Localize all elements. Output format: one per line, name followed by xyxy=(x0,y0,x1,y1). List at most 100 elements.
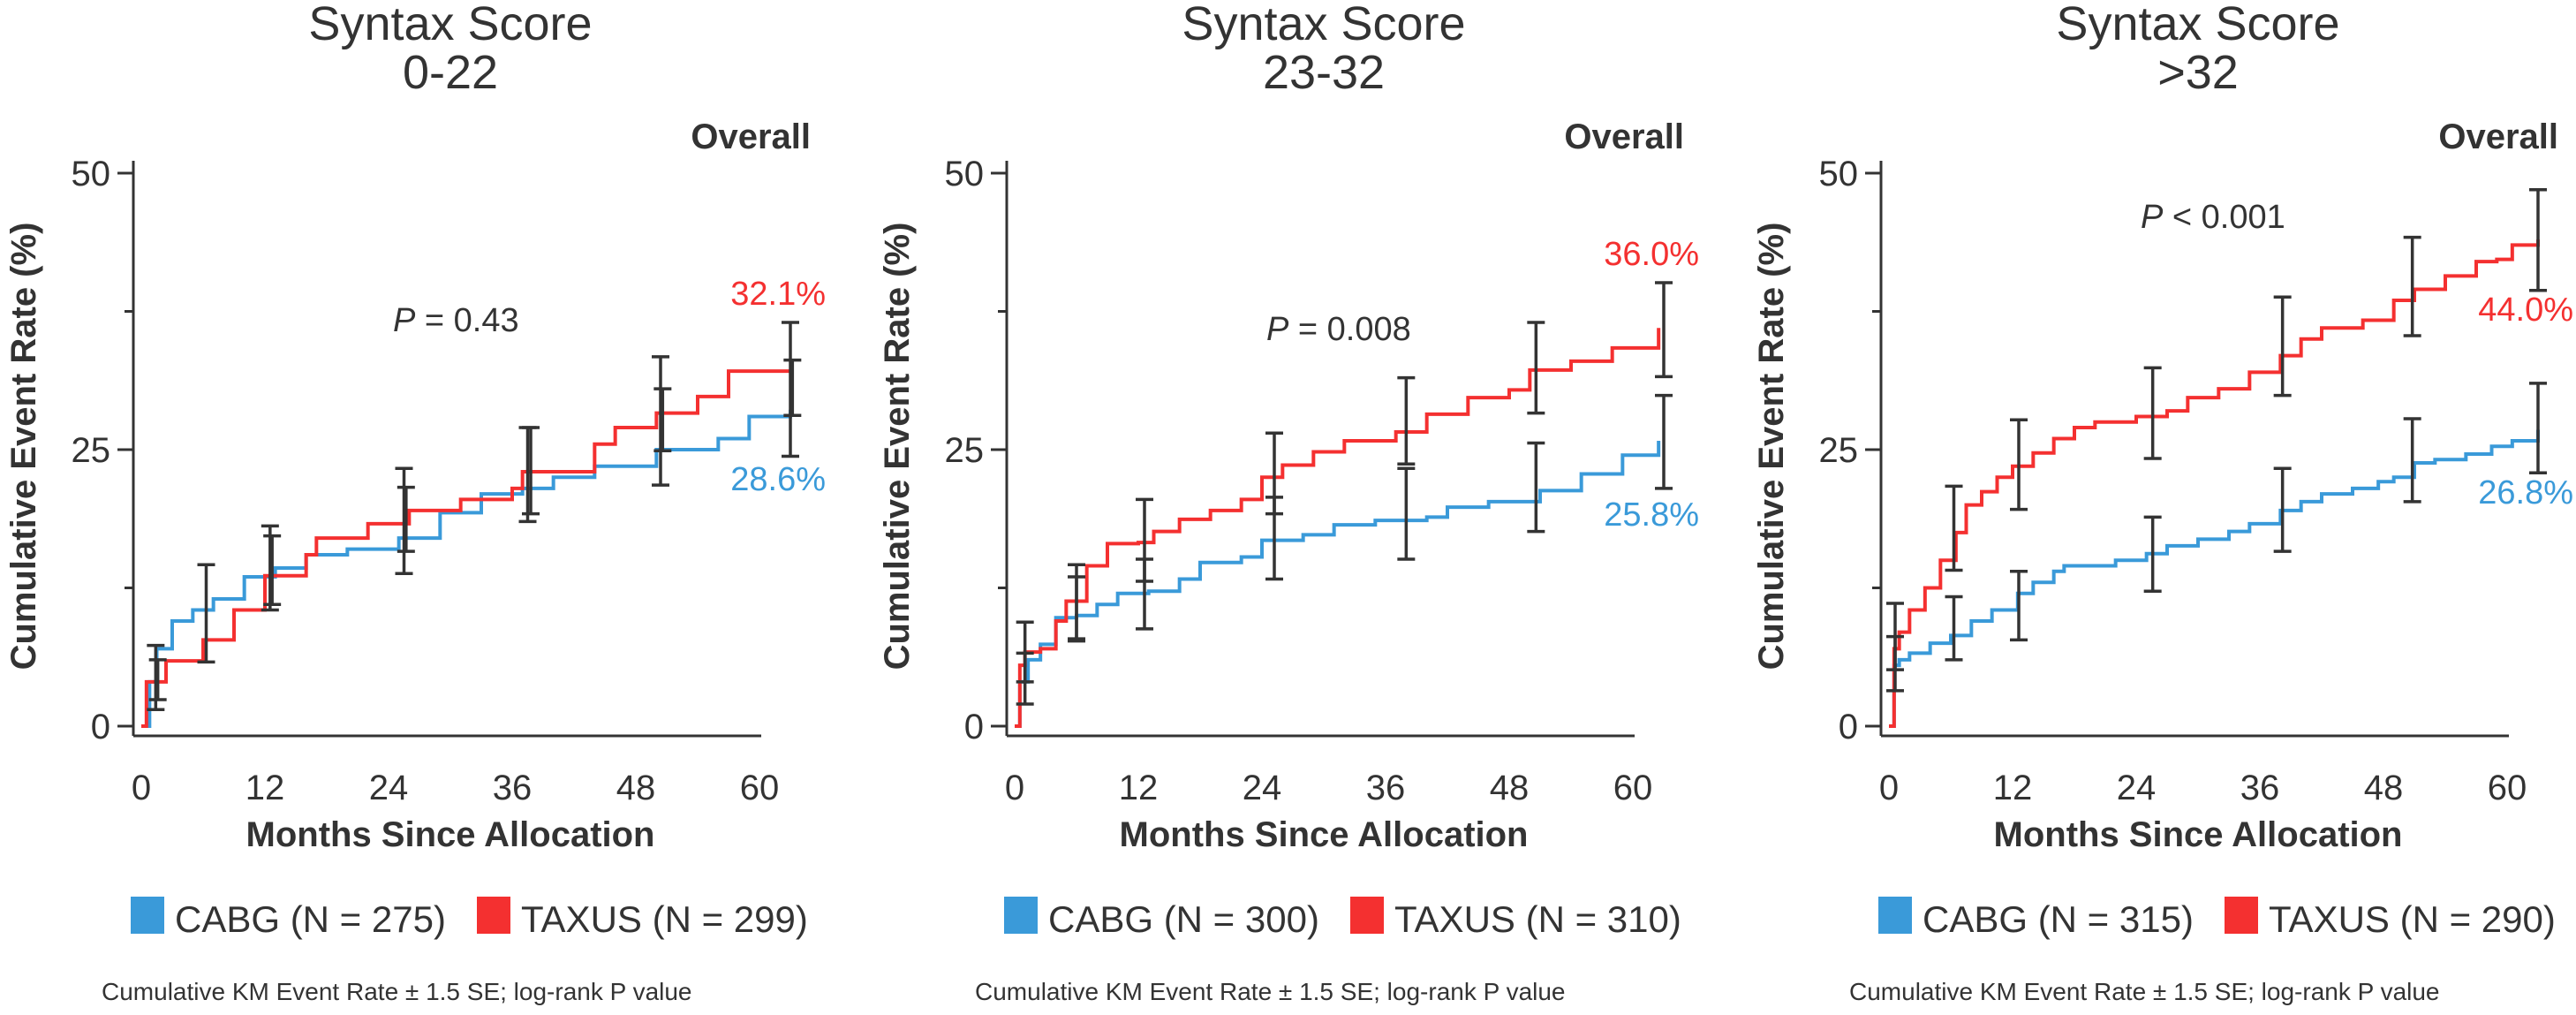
p-value-text: = 0.008 xyxy=(1288,311,1410,348)
km-curve-cabg xyxy=(1889,429,2540,728)
y-tick-label: 25 xyxy=(72,431,111,470)
error-bar-taxus xyxy=(2010,418,2028,511)
error-bar-taxus xyxy=(1527,321,1545,415)
error-bar-cabg xyxy=(197,563,215,664)
x-tick-label: 0 xyxy=(1879,769,1899,807)
panel-subtitle: 0-22 xyxy=(403,46,498,99)
error-bar-cabg xyxy=(2010,569,2028,642)
legend-label: CABG (N = 275) xyxy=(175,898,446,940)
y-tick-label: 50 xyxy=(72,155,111,193)
y-tick-label: 25 xyxy=(1819,431,1859,470)
x-axis-title: Months Since Allocation xyxy=(1994,815,2403,854)
x-tick-label: 24 xyxy=(2117,769,2157,807)
x-tick-label: 36 xyxy=(2240,769,2280,807)
footnote: Cumulative KM Event Rate ± 1.5 SE; log-r… xyxy=(1849,978,2440,1005)
x-tick-label: 36 xyxy=(1366,769,1406,807)
error-bar-taxus xyxy=(397,485,415,553)
error-bar-cabg xyxy=(2143,515,2162,594)
legend-swatch xyxy=(2225,897,2258,934)
footnote: Cumulative KM Event Rate ± 1.5 SE; log-r… xyxy=(975,978,1566,1005)
km-curve-taxus xyxy=(1889,239,2540,728)
legend-item: CABG (N = 300) xyxy=(1004,897,1319,940)
p-symbol: P xyxy=(1266,311,1289,348)
error-bar-taxus xyxy=(1265,431,1283,581)
y-tick-label: 25 xyxy=(945,431,985,470)
end-value-label-taxus: 44.0% xyxy=(2478,292,2573,329)
y-tick-label: 50 xyxy=(945,155,985,193)
p-symbol: P xyxy=(2141,199,2164,236)
error-bar-cabg xyxy=(1945,595,1963,662)
legend-label: CABG (N = 315) xyxy=(1923,898,2194,940)
x-tick-label: 0 xyxy=(132,769,151,807)
error-bar-taxus xyxy=(1886,602,1904,693)
legend-label: CABG (N = 300) xyxy=(1048,898,1319,940)
overall-label: Overall xyxy=(1564,117,1684,156)
error-bar-cabg xyxy=(1527,441,1545,534)
legend-item: TAXUS (N = 299) xyxy=(477,897,808,940)
error-bar-taxus xyxy=(2403,235,2421,337)
legend-swatch xyxy=(1350,897,1384,934)
error-bar-taxus xyxy=(1655,281,1673,379)
legend-swatch xyxy=(477,897,510,934)
end-value-label-cabg: 25.8% xyxy=(1604,496,1699,534)
legend-swatch xyxy=(1004,897,1038,934)
x-tick-label: 36 xyxy=(493,769,533,807)
p-value-label: P = 0.43 xyxy=(393,302,519,339)
x-tick-label: 60 xyxy=(2488,769,2527,807)
error-bar-taxus xyxy=(783,358,802,417)
x-tick-label: 48 xyxy=(2364,769,2404,807)
error-bar-taxus xyxy=(2143,366,2162,460)
footnote: Cumulative KM Event Rate ± 1.5 SE; log-r… xyxy=(102,978,692,1005)
x-tick-label: 12 xyxy=(1119,769,1159,807)
end-value-label-taxus: 32.1% xyxy=(730,276,826,313)
error-bar-taxus xyxy=(1068,563,1085,643)
legend-label: TAXUS (N = 299) xyxy=(521,898,808,940)
p-value-text: = 0.43 xyxy=(415,302,518,339)
y-axis-title: Cumulative Event Rate (%) xyxy=(878,223,917,670)
error-bar-taxus xyxy=(263,534,282,607)
x-axis-title: Months Since Allocation xyxy=(1120,815,1529,854)
legend-item: CABG (N = 275) xyxy=(131,897,446,940)
p-value-label: P < 0.001 xyxy=(2141,199,2285,236)
error-bar-cabg xyxy=(2273,466,2292,553)
km-curve-cabg xyxy=(1015,440,1661,728)
x-tick-label: 48 xyxy=(616,769,656,807)
km-curve-taxus xyxy=(1015,328,1661,728)
x-tick-label: 60 xyxy=(740,769,780,807)
x-tick-label: 24 xyxy=(369,769,409,807)
km-curve-taxus xyxy=(141,369,790,728)
legend-item: TAXUS (N = 290) xyxy=(2225,897,2556,940)
km-panel: Syntax Score>32 Overall 0 25 50 0 12 24 36 48 60 Mo… xyxy=(1752,0,2573,1005)
p-value-text: < 0.001 xyxy=(2163,199,2285,236)
error-bar-cabg xyxy=(782,321,799,458)
panel-title: Syntax Score xyxy=(308,0,592,50)
panel-subtitle: >32 xyxy=(2157,46,2239,99)
error-bar-cabg xyxy=(2529,382,2547,475)
y-tick-label: 50 xyxy=(1819,155,1859,193)
end-value-label-cabg: 28.6% xyxy=(730,461,826,498)
km-curve-cabg xyxy=(141,409,792,728)
y-axis-title: Cumulative Event Rate (%) xyxy=(1752,223,1791,670)
error-bar-taxus xyxy=(2529,188,2547,292)
y-tick-label: 0 xyxy=(1839,708,1858,746)
overall-label: Overall xyxy=(691,117,811,156)
error-bar-taxus xyxy=(2273,295,2292,398)
error-bar-taxus xyxy=(1397,375,1416,466)
x-tick-label: 12 xyxy=(1993,769,2033,807)
error-bar-taxus xyxy=(1136,497,1153,631)
error-bar-cabg xyxy=(1397,466,1416,561)
error-bar-cabg xyxy=(261,524,279,612)
p-value-label: P = 0.008 xyxy=(1266,311,1411,348)
panel-title: Syntax Score xyxy=(2056,0,2339,50)
end-value-label-taxus: 36.0% xyxy=(1604,236,1699,273)
legend-item: TAXUS (N = 310) xyxy=(1350,897,1681,940)
legend-item: CABG (N = 315) xyxy=(1878,897,2194,940)
error-bar-cabg xyxy=(1655,393,1673,490)
y-tick-label: 0 xyxy=(91,708,110,746)
panel-title: Syntax Score xyxy=(1182,0,1465,50)
p-symbol: P xyxy=(393,302,416,339)
end-value-label-cabg: 26.8% xyxy=(2478,474,2573,511)
x-tick-label: 0 xyxy=(1005,769,1024,807)
